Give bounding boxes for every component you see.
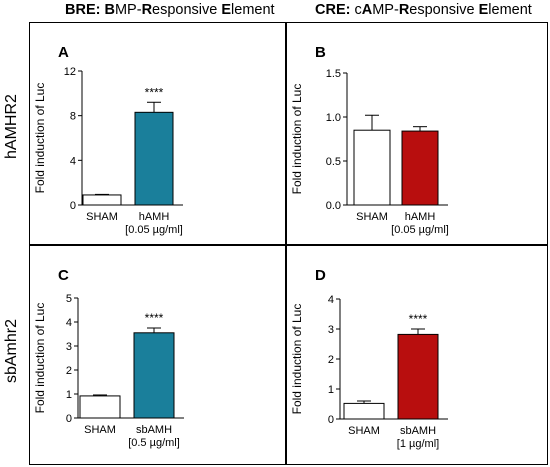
panel-letter: B bbox=[315, 44, 326, 61]
bar bbox=[82, 194, 122, 206]
y-tick-label: 0 bbox=[66, 413, 72, 425]
y-tick-label: 2 bbox=[66, 365, 72, 377]
figure-frame bbox=[29, 22, 548, 465]
y-tick-label: 4 bbox=[70, 155, 76, 167]
bar bbox=[134, 111, 174, 206]
significance-label: **** bbox=[409, 312, 428, 326]
bar bbox=[401, 130, 439, 206]
x-tick-label: sbAMH bbox=[400, 425, 436, 437]
y-tick-label: 0 bbox=[328, 414, 334, 426]
column-header-bre: BRE: BMP-Responsive Element bbox=[65, 2, 275, 18]
bar bbox=[353, 129, 391, 206]
chart-panel-d: D Fold induction of Luc 0 1 2 3 4 SHAM **** sbAMH… bbox=[290, 267, 448, 450]
bar bbox=[397, 333, 439, 420]
row-label-hamhr2: hAMHR2 bbox=[3, 94, 20, 159]
y-tick-label: 3 bbox=[66, 341, 72, 353]
column-header-cre: CRE: cAMP-Responsive Element bbox=[315, 2, 532, 18]
bar bbox=[133, 332, 175, 419]
y-tick-label: 8 bbox=[70, 111, 76, 123]
chart-panel-a: A Fold induction of Luc 0 4 8 12 SHAM **** hAMH[… bbox=[33, 44, 183, 236]
y-tick-label: 1 bbox=[66, 389, 72, 401]
x-tick-label: [0.05 µg/ml] bbox=[391, 224, 449, 236]
y-tick-label: 12 bbox=[64, 66, 76, 78]
y-tick-label: 1.5 bbox=[326, 68, 341, 80]
y-tick-label: 3 bbox=[328, 324, 334, 336]
row-label-sbamhr2: sbAmhr2 bbox=[3, 318, 20, 384]
y-axis-label: Fold induction of Luc bbox=[290, 304, 304, 415]
y-tick-label: 4 bbox=[328, 294, 334, 306]
x-tick-label: [0.5 µg/ml] bbox=[128, 437, 180, 449]
significance-label: **** bbox=[145, 311, 164, 325]
y-axis-label: Fold induction of Luc bbox=[290, 84, 304, 195]
x-tick-label: SHAM bbox=[86, 211, 118, 223]
y-tick-label: 1.0 bbox=[326, 112, 341, 124]
x-tick-label: [1 µg/ml] bbox=[397, 438, 439, 450]
y-tick-label: 2 bbox=[328, 354, 334, 366]
panel-letter: A bbox=[58, 44, 69, 61]
chart-panel-b: B Fold induction of Luc 0.0 0.5 1.0 1.5 SHAM hA… bbox=[290, 44, 449, 236]
y-axis-label: Fold induction of Luc bbox=[33, 303, 47, 414]
y-axis-label: Fold induction of Luc bbox=[33, 83, 47, 194]
x-tick-label: hAMH bbox=[405, 211, 436, 223]
y-tick-label: 0 bbox=[70, 200, 76, 212]
y-tick-label: 0.0 bbox=[326, 200, 341, 212]
x-tick-label: [0.05 µg/ml] bbox=[125, 224, 183, 236]
row-divider bbox=[29, 244, 548, 246]
x-tick-label: sbAMH bbox=[136, 424, 172, 436]
y-tick-label: 1 bbox=[328, 384, 334, 396]
column-divider bbox=[285, 22, 287, 465]
x-tick-label: hAMH bbox=[139, 211, 170, 223]
y-tick-label: 0.5 bbox=[326, 156, 341, 168]
bar bbox=[79, 395, 121, 419]
significance-label: **** bbox=[145, 85, 164, 99]
panel-letter: D bbox=[315, 267, 326, 284]
panel-letter: C bbox=[58, 267, 69, 284]
chart-panel-c: C Fold induction of Luc 0 1 2 3 4 5 SHAM **** sbAM… bbox=[33, 267, 184, 449]
bar bbox=[343, 402, 385, 420]
y-tick-label: 5 bbox=[66, 293, 72, 305]
x-tick-label: SHAM bbox=[84, 424, 116, 436]
x-tick-label: SHAM bbox=[348, 425, 380, 437]
y-tick-label: 4 bbox=[66, 317, 72, 329]
x-tick-label: SHAM bbox=[356, 211, 388, 223]
